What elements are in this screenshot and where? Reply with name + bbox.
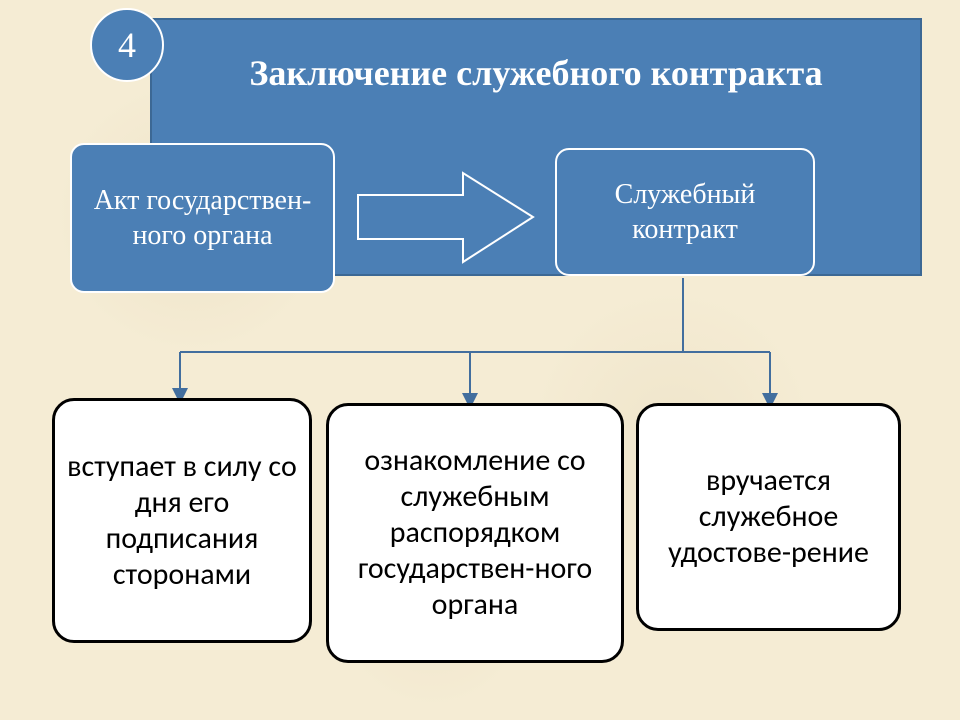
outcome-box-2: ознакомление со служебным распорядком го… <box>326 403 624 663</box>
source-box-label: Акт государствен-ного органа <box>86 183 319 253</box>
flow-arrow <box>353 165 538 270</box>
outcome-2-text: ознакомление со служебным распорядком го… <box>341 443 609 623</box>
diagram-title: Заключение служебного контракта <box>152 52 920 94</box>
outcome-box-3: вручается служебное удостове-рение <box>636 403 901 631</box>
step-number: 4 <box>118 24 136 66</box>
outcome-3-text: вручается служебное удостове-рение <box>651 463 886 571</box>
outcome-box-1: вступает в силу со дня его подписания ст… <box>52 398 312 643</box>
target-box: Служебный контракт <box>555 148 815 276</box>
target-box-label: Служебный контракт <box>571 177 799 247</box>
step-badge: 4 <box>90 8 164 82</box>
outcome-1-text: вступает в силу со дня его подписания ст… <box>67 449 297 593</box>
source-box: Акт государствен-ного органа <box>70 143 335 293</box>
